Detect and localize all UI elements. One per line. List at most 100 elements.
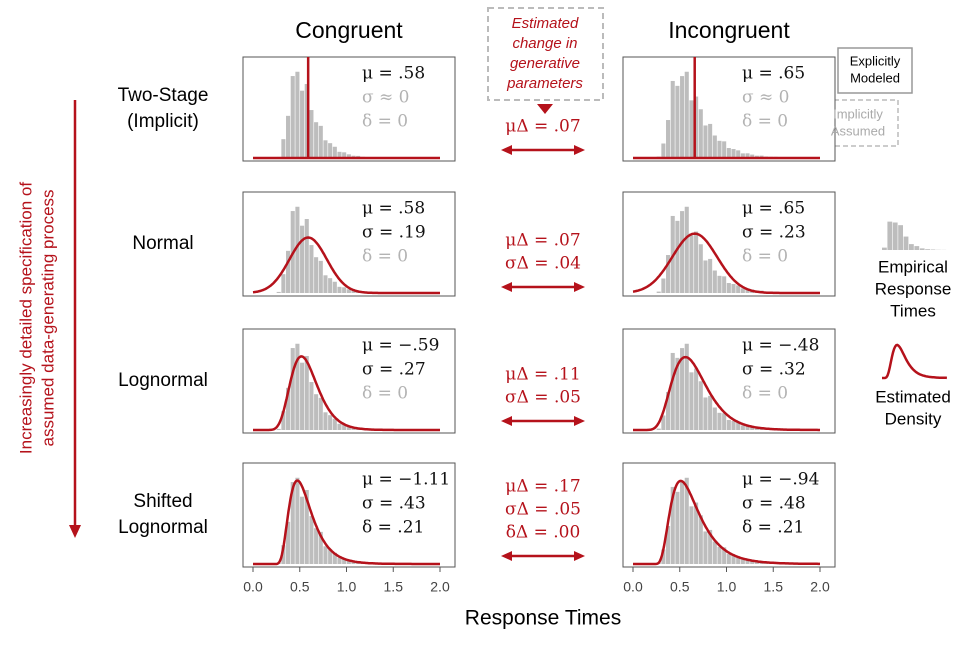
panel [622,462,836,568]
change-box-text: Estimated [512,15,579,32]
histogram-bar [281,274,286,293]
histogram-bar [304,84,309,158]
x-tick-label: 1.0 [717,579,737,595]
panel [242,462,456,568]
parameter: μ = .58 [362,199,425,219]
histogram-bar [309,382,314,430]
change-box-text: change in [512,35,577,52]
histogram-bar [286,387,291,430]
arrow-head [501,416,512,426]
histogram-bar [726,148,731,158]
histogram-bar [337,557,342,564]
histogram-bar [323,546,328,564]
histogram-bar [328,278,333,293]
histogram-bar [750,560,755,564]
histogram-bar [740,288,745,293]
legend-histogram-bar [909,244,914,250]
histogram-bar [726,283,731,293]
parameter: μ = −.48 [742,336,819,356]
explicit-label: Modeled [850,70,900,85]
histogram-bar [342,424,347,430]
histogram-bar [717,546,722,564]
legend-label: Times [890,301,936,320]
legend-histogram-bar [898,225,903,250]
parameter: σ = .23 [742,223,806,243]
histogram-bar [675,357,680,430]
histogram-bar [731,554,736,564]
histogram-bar [661,278,666,293]
histogram-bar [694,368,699,430]
histogram-bar [689,372,694,430]
histogram-bar [736,556,741,564]
parameter: μ = .65 [742,199,805,219]
histogram-bar [717,412,722,430]
histogram-bar [712,407,717,430]
histogram-bar [281,545,286,564]
histogram-bar [295,206,300,293]
histogram-bar [661,549,666,564]
histogram-bar [314,528,319,564]
density-curve [253,355,440,432]
histogram-bar [666,120,671,158]
histogram-bar [342,558,347,564]
histogram-bar [295,477,300,564]
histogram-bar [736,285,741,293]
histogram-bar [314,257,319,293]
x-tick-label: 2.0 [430,579,450,595]
density-curve [633,355,820,432]
implicit-label: Assumed [831,123,885,138]
histogram-bar [684,343,689,430]
legend-histogram-bar [887,221,893,250]
histogram-bar [670,486,675,564]
legend-histogram-bar [930,249,936,250]
histogram-bar [295,71,300,158]
histogram-bar [675,491,680,564]
histogram-bar [328,415,333,430]
parameter: δ = 0 [742,112,788,132]
histogram-bar [286,250,291,293]
density-curve [252,236,440,295]
histogram-bar [290,348,295,430]
histogram-bar [304,356,309,430]
x-tick-label: 0.0 [243,579,263,595]
histogram-bar [740,559,745,564]
change-box-text: parameters [506,75,583,92]
histogram-bar [726,420,731,430]
histogram-bar [698,381,703,430]
histogram-bar [703,397,708,430]
parameter-change: δΔ = .00 [506,523,581,543]
side-arrow-head [69,525,81,538]
legend-histogram-bar [919,248,925,250]
x-tick-label: 0.5 [670,579,690,595]
change-box-text: generative [510,55,580,72]
panel [622,56,836,162]
histogram-bar [337,286,342,293]
histogram-bar [342,287,347,293]
histogram-bar [708,123,713,158]
legend-label: Density [885,409,942,428]
histogram-bar [323,412,328,430]
parameter-change: σΔ = .05 [505,500,581,520]
histogram-bar [332,418,337,430]
histogram-bar [670,80,675,158]
histogram-bar [351,561,356,564]
legend-histogram-bar [914,246,920,250]
row-label: Lognormal [118,370,208,391]
parameter: δ = .21 [362,518,424,538]
histogram-bar [281,411,286,430]
histogram-bar [731,420,736,430]
arrow-head [501,282,512,292]
histogram-bar [346,426,351,430]
histogram-bar [684,206,689,293]
side-label: assumed data-generating process [38,189,57,446]
histogram-bar [722,413,727,430]
row-label: Shifted [133,491,192,512]
histogram-bar [286,115,291,158]
histogram-bar [300,496,305,564]
histogram-bar [675,220,680,293]
parameter: δ = 0 [742,247,788,267]
x-tick-label: 1.5 [764,579,784,595]
histogram-bar [740,425,745,430]
column-title: Congruent [295,17,403,43]
